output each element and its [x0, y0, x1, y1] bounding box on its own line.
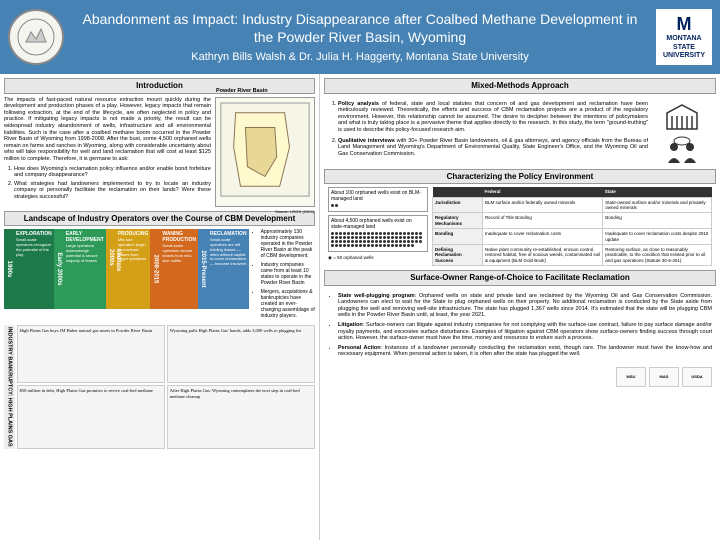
- policy-heading: Characterizing the Policy Environment: [324, 169, 716, 185]
- wells-info: About 100 orphaned wells exist on BLM-ma…: [328, 187, 428, 266]
- surface-item: State well-plugging program: Orphaned we…: [338, 293, 712, 319]
- policy-cell: Record of Title Bonding: [483, 213, 603, 229]
- logo-right-text: MONTANA STATE UNIVERSITY: [656, 35, 712, 60]
- basin-map: Powder River Basin Source: USGS (2004): [215, 97, 315, 207]
- intro-body: The impacts of fast-paced natural resour…: [4, 97, 211, 162]
- footer-logos: MSUMASUSDA: [324, 365, 716, 389]
- policy-cell: BLM surface and/or federally owned miner…: [483, 197, 603, 213]
- mixed-item1-text: of federal, state and local statutes tha…: [338, 101, 648, 133]
- policy-cell: Bonding: [433, 229, 483, 245]
- interview-icon: [662, 135, 702, 165]
- policy-cell: State-owned surface and/or minerals and …: [603, 197, 712, 213]
- building-icon: [662, 101, 702, 131]
- wells-blm: About 100 orphaned wells exist on BLM-ma…: [331, 190, 425, 202]
- policy-cell: Jurisdiction: [433, 197, 483, 213]
- poster-title: Abandonment as Impact: Industry Disappea…: [72, 10, 648, 46]
- news-headline: After High Plains Gas: Wyoming contempla…: [167, 385, 315, 449]
- mixed-heading: Mixed-Methods Approach: [324, 78, 716, 94]
- wells-legend: = 50 orphaned wells: [333, 255, 373, 260]
- intro-q1: How does Wyoming's reclamation policy in…: [14, 166, 211, 179]
- timeline-bullet: Approximately 130 industry companies ope…: [261, 229, 315, 259]
- mixed-item-2: Qualitative interviews with 30+ Powder R…: [338, 138, 648, 158]
- timeline-segment: Early 2000sEARLY DEVELOPMENTLarge operat…: [54, 229, 106, 309]
- policy-cell: Inadequate to cover reclamation costs: [483, 229, 603, 245]
- logo-right: MMONTANA STATE UNIVERSITY: [656, 9, 712, 65]
- surface-heading: Surface-Owner Range-of-Choice to Facilit…: [324, 270, 716, 286]
- policy-cell: Native plant community re-established, e…: [483, 244, 603, 265]
- policy-cell: Inadequate to cover reclamation costs de…: [603, 229, 712, 245]
- policy-cell: Defining Reclamation Success: [433, 244, 483, 265]
- timeline-segment: 1990sEXPLORATIONSmall-scale operators re…: [4, 229, 54, 309]
- news-headline: Wyoming pulls High Plains Gas' bonds, ad…: [167, 325, 315, 383]
- intro-text: The impacts of fast-paced natural resour…: [4, 97, 211, 207]
- footer-logo: USDA: [682, 367, 712, 387]
- authors: Kathryn Bills Walsh & Dr. Julia H. Hagge…: [72, 51, 648, 64]
- news-headline: $50 million in debt, High Plains Gas pro…: [17, 385, 165, 449]
- news-label: INDUSTRY BANKRUPTCY: HIGH PLAINS GAS: [4, 325, 15, 449]
- mixed-item-1: Policy analysis of federal, state and lo…: [338, 101, 648, 134]
- timeline-segment: 2015-PresentRECLAMATIONSmall-scale opera…: [198, 229, 249, 309]
- footer-logo: MAS: [649, 367, 679, 387]
- intro-q2: What strategies had landowners implement…: [14, 181, 211, 201]
- timeline-bullets: Approximately 130 industry companies ope…: [249, 229, 315, 322]
- surface-section: State well-plugging program: Orphaned we…: [324, 289, 716, 365]
- surface-item: Personal Action: Instances of a landowne…: [338, 345, 712, 358]
- timeline-segment: Mid/late 2000sPRODUCINGMid-size operator…: [106, 229, 151, 309]
- timeline-segment: 2008-2015WANING PRODUCTIONSmall-scale op…: [150, 229, 198, 309]
- policy-cell: Bonding: [603, 213, 712, 229]
- surface-item: Litigation: Surface-owners can litigate …: [338, 322, 712, 342]
- footer-logo: MSU: [616, 367, 646, 387]
- timeline: 1990sEXPLORATIONSmall-scale operators re…: [4, 229, 249, 309]
- poster-header: Abandonment as Impact: Industry Disappea…: [0, 0, 720, 74]
- timeline-bullet: Mergers, acquisitions & bankruptcies hav…: [261, 289, 315, 319]
- timeline-bullet: Industry companies came from at least 10…: [261, 262, 315, 286]
- news-headline: High Plains Gas buys JM Huber natural ga…: [17, 325, 165, 383]
- news-section: INDUSTRY BANKRUPTCY: HIGH PLAINS GAS Hig…: [4, 325, 315, 449]
- map-label: Powder River Basin: [216, 88, 268, 95]
- policy-cell: Regulatory Mechanisms: [433, 213, 483, 229]
- logo-left: [8, 9, 64, 65]
- intro-heading: Introduction: [4, 78, 315, 94]
- map-source: Source: USGS (2004): [216, 210, 314, 215]
- policy-table: FederalStateJurisdictionBLM surface and/…: [432, 187, 712, 266]
- policy-cell: Restoring surface, as close to reasonabl…: [603, 244, 712, 265]
- wells-state: About 4,500 orphaned wells exist on stat…: [331, 218, 425, 230]
